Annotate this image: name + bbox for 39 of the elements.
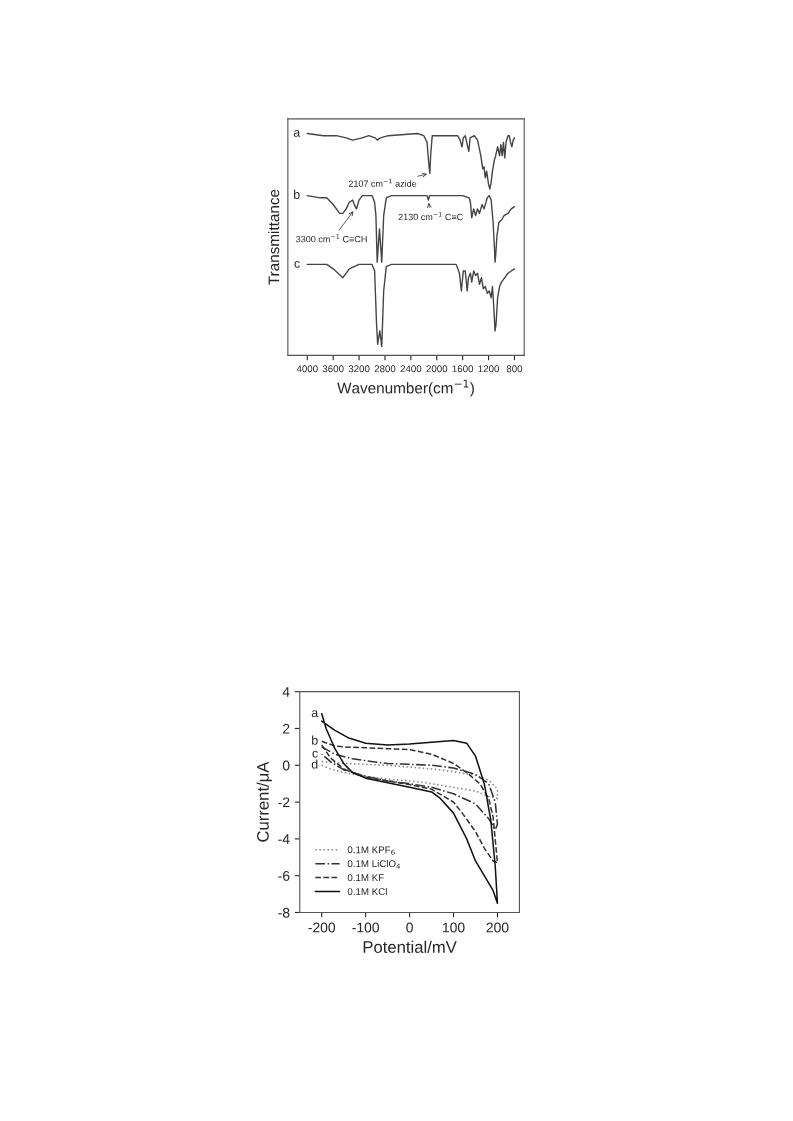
series-label: a [293,129,301,137]
x-tick-label: 3200 [348,365,370,373]
x-tick-label: 3600 [322,365,344,373]
annotation: a [311,710,319,718]
x-axis-title: Potential/mV [363,940,457,953]
series-label: c [294,260,300,268]
legend-label: 0.1M KCl [347,887,387,896]
annotation: c [312,750,318,758]
x-tick-label: 800 [506,365,523,373]
x-axis-title: Wavenumber(cm$^{−1}$) [337,379,474,397]
y-axis-title: Transmittance [268,189,280,285]
series-label: b [294,189,300,199]
x-tick-label: 1600 [452,365,474,373]
y-tick-label: 0 [282,760,290,771]
legend-label: 0.1M KF [347,874,384,882]
legend-label: 0.1M LiClO$_{4}$ [347,859,401,869]
x-tick-label: -100 [352,922,380,933]
annotation: 2107 cm$^{−1}$ azide [348,178,417,187]
y-tick-label: -4 [278,834,290,844]
annotation: d [311,759,318,769]
x-tick-label: 200 [486,922,509,933]
x-tick-label: 1200 [478,365,499,373]
y-tick-label: 4 [282,687,290,697]
x-tick-label: 0 [406,922,413,933]
x-tick-label: 2000 [426,365,448,373]
annotation: b [312,735,318,745]
annotation: 2130 cm$^{−1}$ C≡C [398,212,463,221]
y-tick-label: -8 [278,907,290,918]
x-tick-label: 2800 [374,365,396,373]
legend-label: 0.1M KPF$_{6}$ [347,846,395,855]
annotation: 3300 cm$^{−1}$ C≡CH [296,234,367,243]
y-axis-title: Current/μA [256,761,272,842]
x-tick-label: 100 [442,922,465,933]
x-tick-label: 4000 [296,365,318,373]
x-tick-label: -200 [308,922,336,933]
y-tick-label: -6 [278,871,290,881]
x-tick-label: 2400 [400,365,422,373]
y-tick-label: -2 [278,797,290,808]
y-tick-label: 2 [283,723,290,734]
